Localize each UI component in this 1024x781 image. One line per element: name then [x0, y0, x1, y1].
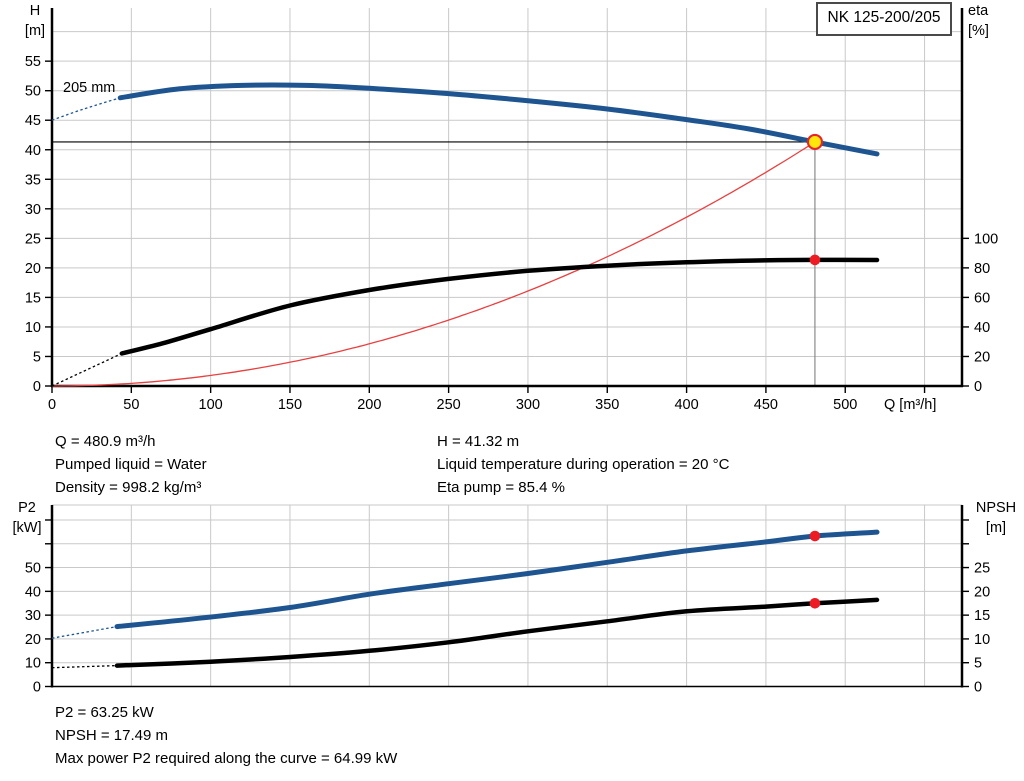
info-liquid-temp: Liquid temperature during operation = 20…: [437, 455, 730, 473]
y-left-tick-label: 5: [33, 349, 41, 365]
x-tick-label: 400: [674, 397, 698, 413]
y-right-tick-label: 100: [974, 231, 998, 247]
y-right-tick-label: 20: [974, 349, 990, 365]
info-eta-pump: Eta pump = 85.4 %: [437, 478, 565, 496]
x-tick-label: 100: [199, 397, 223, 413]
y-right-tick-label: 40: [974, 320, 990, 336]
y-left-tick-label: 30: [25, 608, 41, 624]
duty-info-left: Q = 480.9 m³/h Pumped liquid = Water Den…: [55, 431, 207, 499]
pump-model-box: NK 125-200/205: [816, 2, 952, 36]
eta-axis-title: eta [%]: [968, 3, 989, 39]
y-left-tick-label: 50: [25, 84, 41, 100]
p2-curve-dashed: [51, 625, 118, 639]
y-left-tick-label: 55: [25, 54, 41, 70]
head-curve-dashed: [51, 97, 121, 121]
y-left-tick-label: 20: [25, 632, 41, 648]
efficiency-point-marker[interactable]: [809, 254, 821, 266]
info-p2: P2 = 63.25 kW: [55, 704, 154, 721]
efficiency-curve-dashed: [51, 352, 123, 387]
x-tick-label: 50: [123, 397, 139, 413]
y-right-tick-label: 0: [974, 379, 982, 395]
x-tick-label: 200: [357, 397, 381, 413]
info-npsh: NPSH = 17.49 m: [55, 727, 168, 745]
y-left-tick-label: 0: [33, 379, 41, 395]
h-axis-title: H [m]: [24, 3, 46, 39]
y-right-tick-label: 10: [974, 632, 990, 648]
y-left-tick-label: 10: [25, 656, 41, 672]
x-tick-label: 0: [48, 397, 56, 413]
p2-curve: [114, 529, 880, 630]
x-tick-label: 150: [278, 397, 302, 413]
duty-point-marker[interactable]: [806, 133, 824, 151]
impeller-diameter-label: 205 mm: [63, 80, 115, 96]
npsh-axis-title: NPSH [m]: [975, 500, 1017, 536]
p2-axis-title: P2 [kW]: [12, 500, 42, 536]
info-max-power: Max power P2 required along the curve = …: [55, 750, 398, 768]
system-curve: [51, 141, 816, 387]
y-left-tick-label: 40: [25, 143, 41, 159]
y-right-tick-label: 0: [974, 680, 982, 696]
y-right-tick-label: 60: [974, 290, 990, 306]
x-tick-label: 300: [516, 397, 540, 413]
duty-info-right: H = 41.32 m Liquid temperature during op…: [437, 431, 729, 499]
y-right-tick-label: 20: [974, 584, 990, 600]
q-axis-title: Q [m³/h]: [884, 397, 937, 413]
y-left-tick-label: 30: [25, 202, 41, 218]
info-h: H = 41.32 m: [437, 433, 520, 450]
y-right-tick-label: 80: [974, 261, 990, 277]
x-tick-label: 500: [833, 397, 857, 413]
y-left-tick-label: 20: [25, 261, 41, 277]
y-left-tick-label: 40: [25, 584, 41, 600]
y-left-tick-label: 10: [25, 320, 41, 336]
power-info: P2 = 63.25 kW NPSH = 17.49 m Max power P…: [55, 701, 397, 771]
y-left-tick-label: 25: [25, 231, 41, 247]
x-tick-label: 450: [754, 397, 778, 413]
y-left-tick-label: 45: [25, 113, 41, 129]
npsh-curve-dashed: [51, 664, 118, 669]
y-left-tick-label: 35: [25, 172, 41, 188]
y-left-tick-label: 0: [33, 680, 41, 696]
info-density: Density = 998.2 kg/m³: [55, 478, 202, 496]
info-pumped-liquid: Pumped liquid = Water: [55, 455, 207, 473]
y-right-tick-label: 5: [974, 656, 982, 672]
p2-point-marker[interactable]: [809, 530, 821, 542]
npsh-point-marker[interactable]: [809, 597, 821, 609]
info-q: Q = 480.9 m³/h: [55, 433, 156, 450]
npsh-curve: [114, 597, 880, 668]
x-tick-label: 350: [595, 397, 619, 413]
y-left-tick-label: 50: [25, 561, 41, 577]
y-right-tick-label: 15: [974, 608, 990, 624]
efficiency-curve: [119, 257, 880, 356]
y-right-tick-label: 25: [974, 561, 990, 577]
x-tick-label: 250: [437, 397, 461, 413]
head-curve: [117, 82, 880, 157]
y-left-tick-label: 15: [25, 290, 41, 306]
